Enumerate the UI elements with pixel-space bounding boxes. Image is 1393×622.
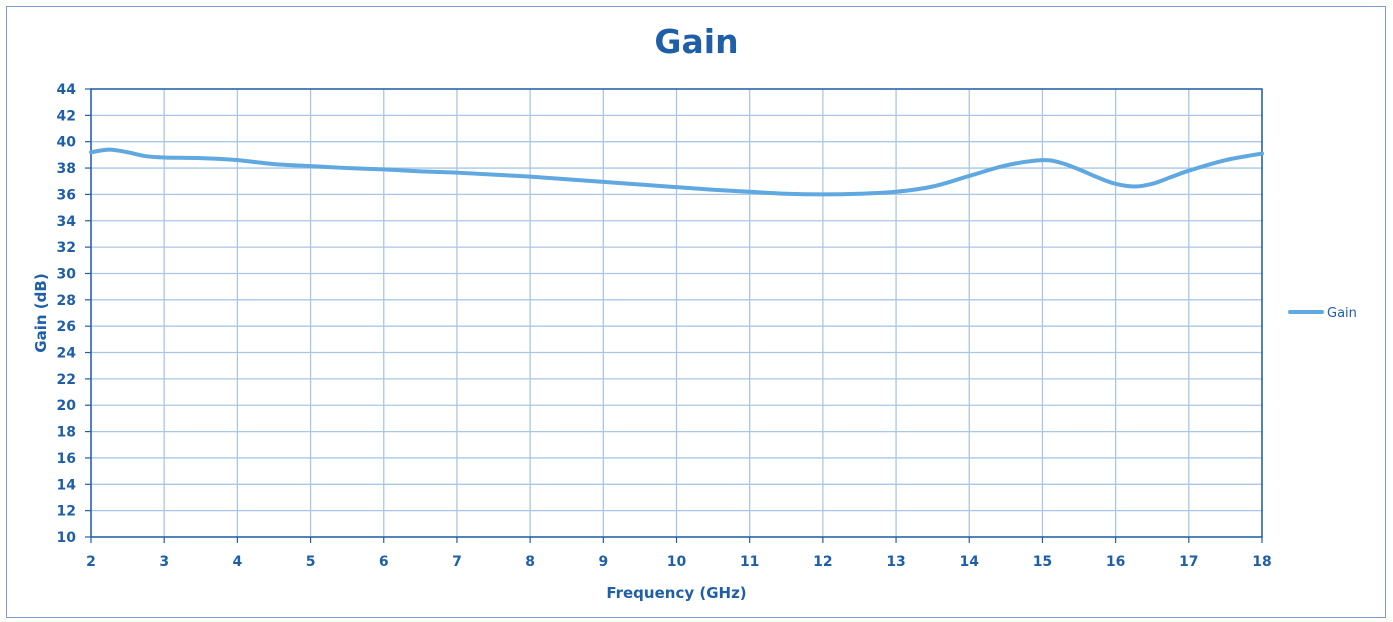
x-axis-ticks: 2 3 4 5 6 7 8 9 10 11 12 13 14 15 16 17 18 [86, 537, 1272, 570]
y-tick-label: 42 [57, 108, 76, 124]
plot-area [90, 88, 1263, 538]
y-tick-label: 36 [57, 187, 76, 203]
x-tick-label: 2 [86, 554, 96, 570]
x-axis-label: Frequency (GHz) [606, 584, 746, 602]
y-tick-label: 38 [57, 161, 76, 177]
y-tick-label: 16 [57, 451, 76, 467]
x-tick-label: 12 [813, 554, 832, 570]
x-tick-label: 5 [306, 554, 316, 570]
x-tick-label: 17 [1179, 554, 1198, 570]
y-tick-label: 44 [57, 82, 77, 98]
y-tick-label: 12 [57, 504, 76, 520]
x-tick-label: 13 [886, 554, 905, 570]
y-tick-label: 22 [57, 372, 76, 388]
y-axis-label: Gain (dB) [32, 273, 50, 352]
y-axis-ticks: 10 12 14 16 18 20 22 24 26 28 30 32 34 36 38 40 42 44 [57, 82, 91, 546]
series-line-gain [89, 147, 1264, 197]
y-tick-label: 24 [57, 346, 77, 362]
y-tick-label: 14 [57, 477, 77, 493]
x-tick-label: 3 [159, 554, 169, 570]
x-tick-label: 18 [1252, 554, 1271, 570]
x-tick-label: 6 [379, 554, 389, 570]
x-tick-label: 15 [1033, 554, 1052, 570]
y-tick-label: 20 [57, 398, 77, 414]
y-tick-label: 26 [57, 319, 76, 335]
y-tick-label: 34 [57, 214, 77, 230]
legend-label-gain: Gain [1327, 306, 1357, 321]
x-tick-label: 10 [667, 554, 687, 570]
x-tick-label: 7 [452, 554, 462, 570]
y-tick-label: 32 [57, 240, 76, 256]
x-tick-label: 4 [233, 554, 243, 570]
x-tick-label: 11 [740, 554, 759, 570]
x-tick-label: 16 [1106, 554, 1125, 570]
y-tick-label: 18 [57, 425, 76, 441]
x-tick-label: 14 [960, 554, 980, 570]
x-tick-label: 8 [525, 554, 535, 570]
chart-grid [90, 88, 1263, 538]
y-tick-label: 30 [57, 266, 77, 282]
y-tick-label: 40 [57, 135, 77, 151]
y-tick-label: 10 [57, 530, 77, 546]
series-layer [89, 147, 1264, 197]
x-tick-label: 9 [598, 554, 608, 570]
legend: Gain [1288, 306, 1357, 321]
y-tick-label: 28 [57, 293, 76, 309]
chart-frame [6, 6, 1386, 618]
chart-title: Gain [654, 22, 739, 61]
